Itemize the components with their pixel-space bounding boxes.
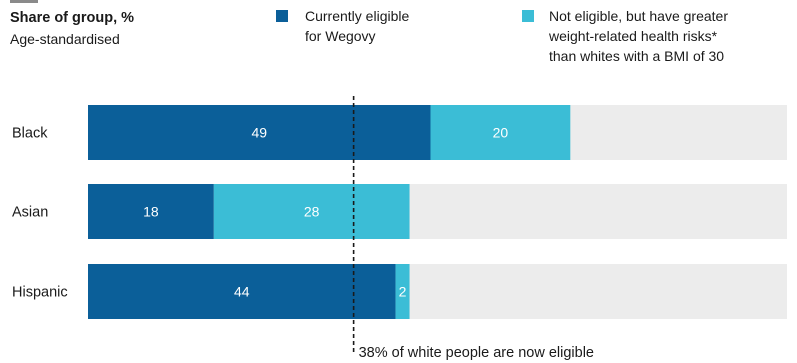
bar-segment [213, 184, 410, 239]
legend-swatch-not-eligible [522, 10, 534, 22]
data-label: 20 [493, 125, 509, 141]
legend-swatch-eligible [276, 10, 288, 22]
legend-label-line: Not eligible, but have greater [549, 8, 728, 24]
data-label: 2 [399, 284, 407, 300]
bar-segment [430, 105, 571, 160]
bar-segment [88, 264, 396, 319]
data-label: 44 [234, 284, 250, 300]
chart-subtitle: Age-standardised [10, 31, 120, 47]
title-rule [10, 0, 38, 3]
data-label: 28 [304, 204, 320, 220]
data-label: 18 [143, 204, 159, 220]
legend-label-line: Currently eligible [305, 8, 410, 24]
bar-segment [88, 184, 214, 239]
legend-label-eligible: Currently eligible for Wegovy [305, 6, 409, 46]
category-label: Black [12, 126, 48, 142]
bar-segment [395, 264, 410, 319]
category-label: Hispanic [12, 285, 68, 301]
data-label: 49 [251, 125, 267, 141]
legend-label-line: than whites with a BMI of 30 [549, 48, 725, 64]
category-label: Asian [12, 205, 48, 221]
reference-line-label: 38% of white people are now eligible [359, 345, 594, 361]
legend-label-line: weight-related health risks* [549, 28, 718, 44]
legend-label-line: for Wegovy [305, 28, 376, 44]
chart-title: Share of group, % [10, 10, 135, 26]
bar-segment [88, 105, 431, 160]
legend-label-not-eligible: Not eligible, but have greater weight-re… [549, 6, 728, 66]
